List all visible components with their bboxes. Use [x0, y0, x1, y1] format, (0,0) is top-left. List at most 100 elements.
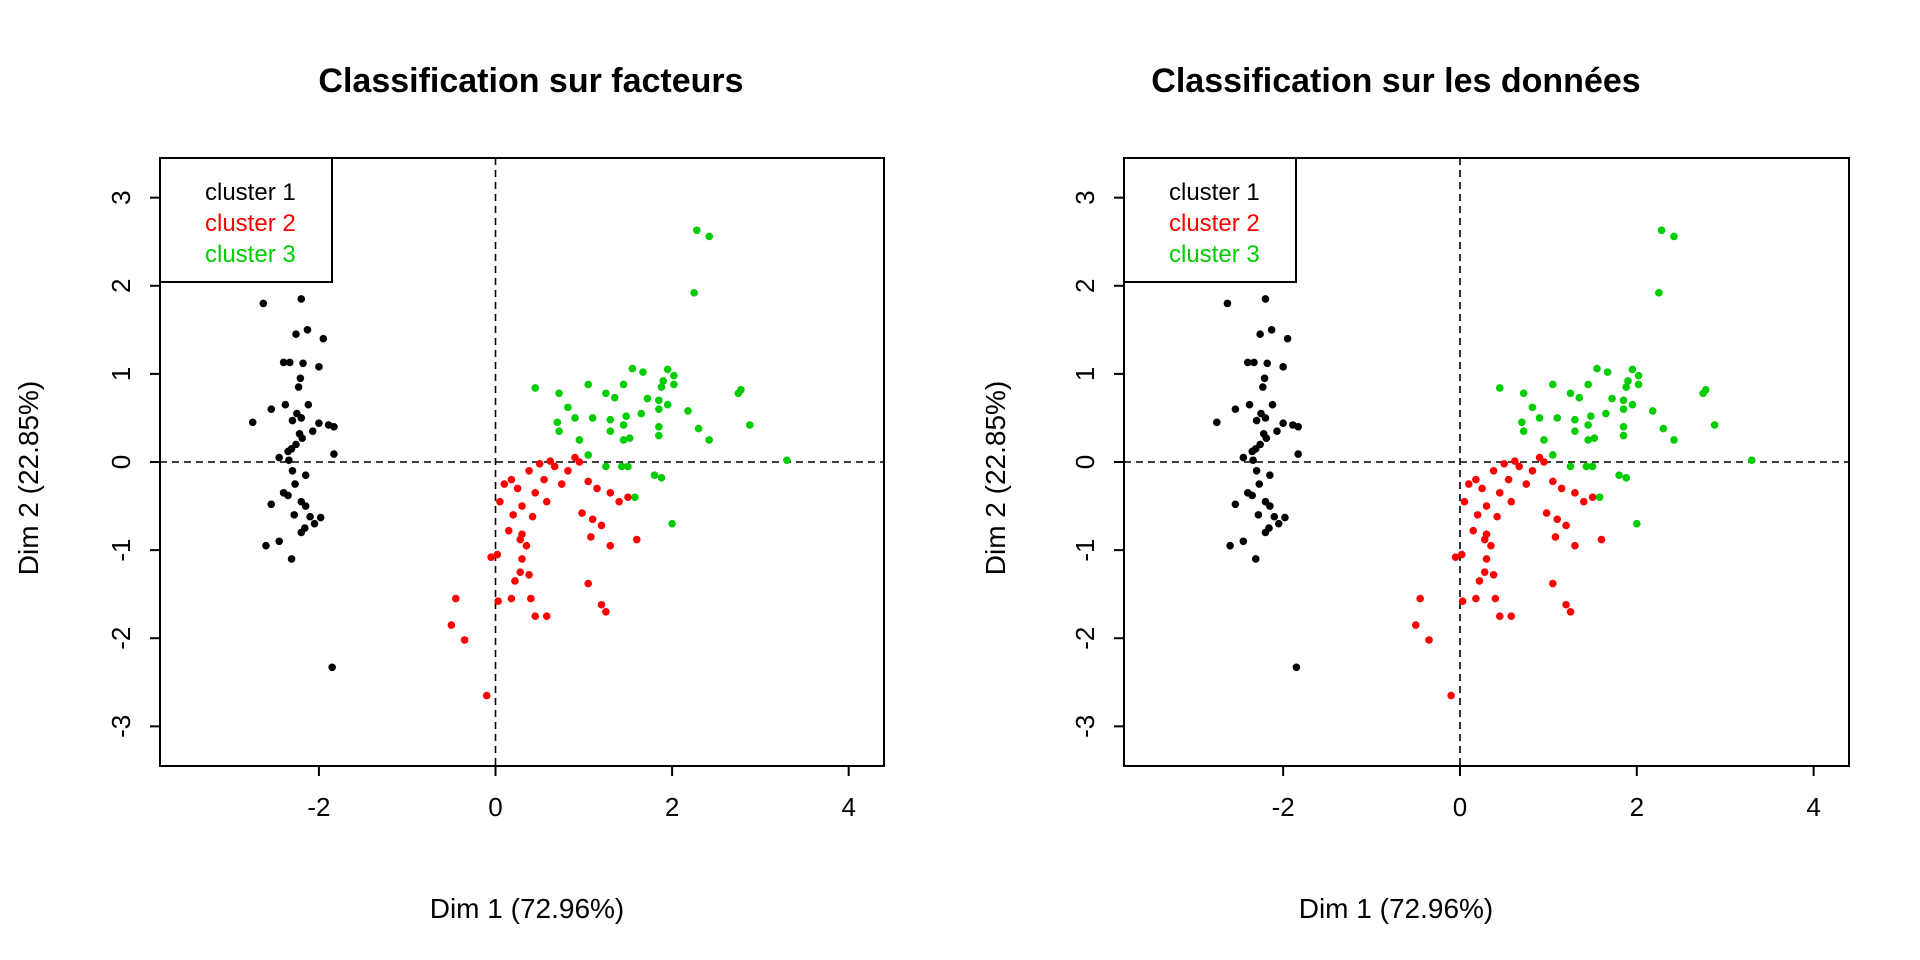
data-point [1245, 400, 1254, 409]
data-point [624, 462, 632, 471]
data-point [615, 497, 623, 506]
data-point [1710, 421, 1719, 429]
data-point [1252, 467, 1261, 475]
data-point [593, 484, 601, 493]
data-point [1566, 462, 1575, 471]
data-point [555, 389, 563, 398]
data-point [1528, 467, 1537, 475]
data-point [496, 497, 504, 506]
y-tick-label: -2 [1070, 627, 1100, 650]
data-point [1584, 380, 1592, 389]
y-tick-label: -1 [106, 539, 136, 562]
data-point [1259, 383, 1267, 391]
data-point [1294, 450, 1302, 458]
data-point [1261, 528, 1270, 537]
y-axis-label: Dim 2 (22.85%) [980, 381, 1011, 576]
data-point [1254, 511, 1263, 519]
legend-entry-cluster-1: cluster 1 [205, 179, 296, 206]
data-point [588, 515, 597, 524]
data-point [1475, 577, 1484, 585]
data-point [1231, 405, 1240, 413]
data-point [571, 414, 579, 422]
data-point [597, 600, 606, 609]
data-point [267, 405, 276, 413]
data-point [1255, 480, 1264, 488]
data-point [1628, 400, 1637, 409]
y-tick-label: -3 [106, 715, 136, 738]
data-point [1575, 393, 1584, 402]
data-point [705, 232, 713, 241]
data-point [783, 456, 791, 465]
data-point [625, 434, 634, 443]
data-point [1519, 427, 1528, 435]
data-point [1460, 497, 1469, 506]
data-point [564, 403, 572, 412]
data-point [606, 489, 615, 497]
data-point [1473, 511, 1482, 519]
data-point [518, 555, 526, 563]
data-point [1588, 462, 1597, 471]
data-point [1266, 502, 1274, 510]
data-point [1535, 414, 1544, 422]
data-point [516, 568, 525, 576]
data-point [308, 427, 317, 435]
data-point [1579, 497, 1588, 506]
data-point [1268, 400, 1277, 409]
data-point [303, 326, 312, 334]
data-point [248, 418, 257, 427]
data-point [606, 427, 615, 435]
data-point [1553, 414, 1562, 422]
data-point [1416, 594, 1424, 603]
series-cluster-3 [531, 226, 791, 528]
data-point [657, 474, 666, 482]
data-point [1256, 330, 1264, 339]
data-point [294, 383, 303, 391]
data-point [1519, 389, 1528, 398]
data-point [493, 550, 502, 559]
data-point [557, 480, 566, 488]
data-point [1279, 363, 1287, 371]
data-point [279, 358, 288, 367]
data-point [1510, 457, 1519, 465]
data-point [262, 541, 270, 550]
data-point [1480, 568, 1489, 576]
data-point [1595, 493, 1604, 502]
data-point [628, 364, 637, 373]
data-point [587, 533, 595, 541]
data-point [1243, 358, 1252, 367]
data-point [531, 489, 540, 497]
data-point [1562, 600, 1570, 609]
x-tick-label: 2 [1630, 792, 1644, 822]
data-point [531, 612, 540, 621]
chart-panel-facteurs: Classification sur facteurs Dim 1 (72.96… [13, 62, 885, 924]
legend-entry-cluster-3: cluster 3 [205, 241, 296, 268]
data-point [655, 396, 663, 405]
data-point [1603, 368, 1612, 376]
data-point [1633, 519, 1641, 528]
data-point [540, 475, 548, 484]
data-point [507, 594, 516, 603]
data-point [1266, 471, 1274, 480]
data-point [1553, 515, 1562, 524]
data-point [297, 295, 306, 303]
y-tick-label: 0 [1070, 455, 1100, 469]
data-point [1252, 416, 1261, 425]
series-cluster-2 [1411, 453, 1606, 700]
data-point [1699, 389, 1707, 398]
data-point [527, 594, 535, 603]
y-tick-label: 1 [106, 367, 136, 381]
data-point [650, 471, 659, 480]
data-point [1493, 512, 1501, 521]
data-point [694, 424, 703, 433]
y-tick-label: -1 [1070, 539, 1100, 562]
data-point [619, 380, 628, 389]
x-axis-label: Dim 1 (72.96%) [1299, 893, 1494, 924]
data-point [1634, 380, 1643, 389]
data-point [602, 389, 610, 398]
data-point [1482, 555, 1491, 563]
data-point [1261, 414, 1270, 422]
data-point [315, 363, 323, 371]
data-point [1260, 374, 1269, 383]
data-point [659, 377, 668, 385]
data-point [1239, 537, 1248, 546]
